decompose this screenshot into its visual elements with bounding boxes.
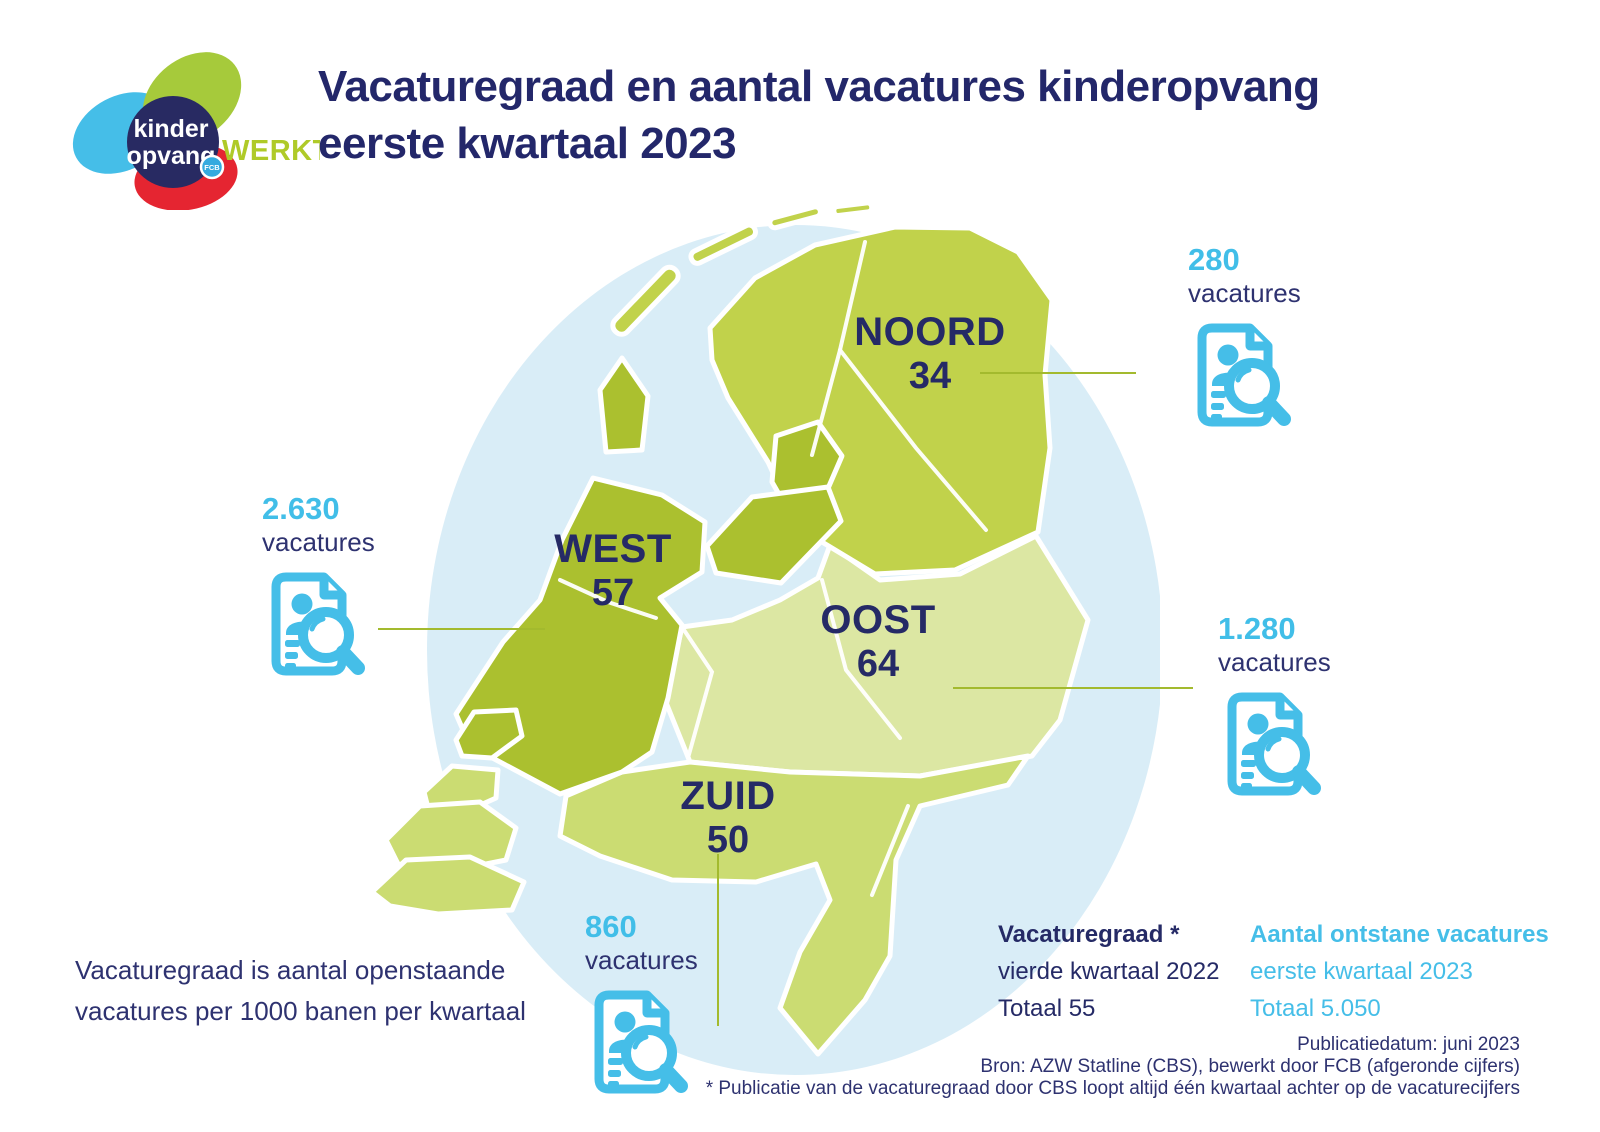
vacancy-rate-explainer: Vacaturegraad is aantal openstaande vaca… bbox=[75, 950, 526, 1032]
map-border-brabant-limburg bbox=[870, 804, 910, 897]
callout-noord: 280 vacatures bbox=[1188, 243, 1368, 433]
region-label-oost: OOST 64 bbox=[793, 598, 963, 686]
explainer-line1: Vacaturegraad is aantal openstaande bbox=[75, 955, 506, 985]
map-border-utrecht-gelderland bbox=[682, 628, 715, 760]
region-name-oost: OOST bbox=[820, 598, 936, 642]
callout-west-count: 2.630 bbox=[262, 491, 340, 526]
legend-new-vacancies: Aantal ontstane vacatures eerste kwartaa… bbox=[1250, 916, 1549, 1027]
legend-vacancy-rate-title: Vacaturegraad * bbox=[998, 921, 1180, 948]
kinderopvang-werkt-logo: kinder opvang FCB WERKT! bbox=[72, 52, 320, 210]
logo-fcb-text: FCB bbox=[204, 163, 220, 172]
connector-west bbox=[378, 628, 545, 630]
region-rate-oost: 64 bbox=[856, 643, 900, 685]
logo-text-kinder: kinder bbox=[133, 115, 208, 143]
map-flevoland bbox=[704, 484, 844, 586]
region-rate-noord: 34 bbox=[908, 355, 952, 397]
page-title-line2: eerste kwartaal 2023 bbox=[318, 119, 737, 168]
region-name-west: WEST bbox=[554, 527, 672, 571]
connector-zuid bbox=[717, 854, 719, 1026]
callout-noord-count: 280 bbox=[1188, 242, 1240, 277]
region-label-west: WEST 57 bbox=[528, 527, 698, 615]
callout-west: 2.630 vacatures bbox=[262, 492, 442, 682]
netherlands-region-map bbox=[369, 200, 1160, 1075]
footer-source: Bron: AZW Statline (CBS), bewerkt door F… bbox=[980, 1056, 1520, 1077]
callout-noord-label: vacatures bbox=[1188, 278, 1301, 308]
legend-vacancy-rate: Vacaturegraad * vierde kwartaal 2022 Tot… bbox=[998, 916, 1219, 1027]
explainer-line2: vacatures per 1000 banen per kwartaal bbox=[75, 996, 526, 1026]
footer-source-notes: Publicatiedatum: juni 2023 Bron: AZW Sta… bbox=[620, 1034, 1520, 1100]
logo-navy-circle bbox=[127, 96, 219, 188]
callout-oost-label: vacatures bbox=[1218, 647, 1331, 677]
map-border-groningen-drenthe bbox=[838, 348, 988, 532]
map-wadden-island-4 bbox=[831, 200, 875, 219]
map-zeeland-island-3 bbox=[369, 854, 527, 917]
map-region-zuid bbox=[557, 753, 1031, 1057]
region-rate-zuid: 50 bbox=[706, 819, 750, 861]
map-west-island bbox=[453, 707, 525, 761]
footer-publication-date: Publicatiedatum: juni 2023 bbox=[1297, 1034, 1520, 1055]
vacancy-search-icon bbox=[594, 990, 688, 1094]
callout-oost: 1.280 vacatures bbox=[1218, 612, 1398, 802]
map-wadden-island-3 bbox=[767, 204, 823, 231]
map-texel-island bbox=[597, 355, 651, 455]
legend-new-vacancies-period: eerste kwartaal 2023 bbox=[1250, 958, 1473, 985]
callout-oost-count: 1.280 bbox=[1218, 611, 1296, 646]
map-border-overijssel-gelderland bbox=[820, 578, 902, 740]
region-label-noord: NOORD 34 bbox=[845, 310, 1015, 398]
map-wadden-island-2 bbox=[688, 222, 759, 266]
logo-werkt-text: WERKT! bbox=[222, 135, 320, 167]
vacancy-search-icon bbox=[1227, 692, 1321, 796]
connector-noord bbox=[980, 372, 1136, 374]
logo-fcb-badge bbox=[199, 154, 225, 180]
callout-zuid-count: 860 bbox=[585, 909, 637, 944]
region-label-zuid: ZUID 50 bbox=[643, 774, 813, 862]
region-name-zuid: ZUID bbox=[680, 774, 776, 818]
region-rate-west: 57 bbox=[591, 572, 635, 614]
callout-zuid-label: vacatures bbox=[585, 945, 698, 975]
region-name-noord: NOORD bbox=[854, 310, 1006, 354]
page-title: Vacaturegraad en aantal vacatures kinder… bbox=[318, 58, 1518, 172]
legend-vacancy-rate-period: vierde kwartaal 2022 bbox=[998, 958, 1220, 985]
legend-vacancy-rate-total: Totaal 55 bbox=[998, 995, 1096, 1022]
callout-west-label: vacatures bbox=[262, 527, 375, 557]
legend-new-vacancies-total: Totaal 5.050 bbox=[1250, 995, 1381, 1022]
map-border-noordholland-zuidholland bbox=[558, 578, 658, 620]
footer-asterisk-note: * Publicatie van de vacaturegraad door C… bbox=[705, 1078, 1520, 1099]
page-title-line1: Vacaturegraad en aantal vacatures kinder… bbox=[318, 62, 1320, 111]
vacancy-search-icon bbox=[1197, 323, 1291, 427]
legend-new-vacancies-title: Aantal ontstane vacatures bbox=[1250, 921, 1549, 948]
connector-oost bbox=[953, 687, 1193, 689]
vacancy-search-icon bbox=[271, 572, 365, 676]
callout-zuid: 860 vacatures bbox=[585, 910, 765, 1100]
map-wadden-island-1 bbox=[610, 264, 681, 337]
